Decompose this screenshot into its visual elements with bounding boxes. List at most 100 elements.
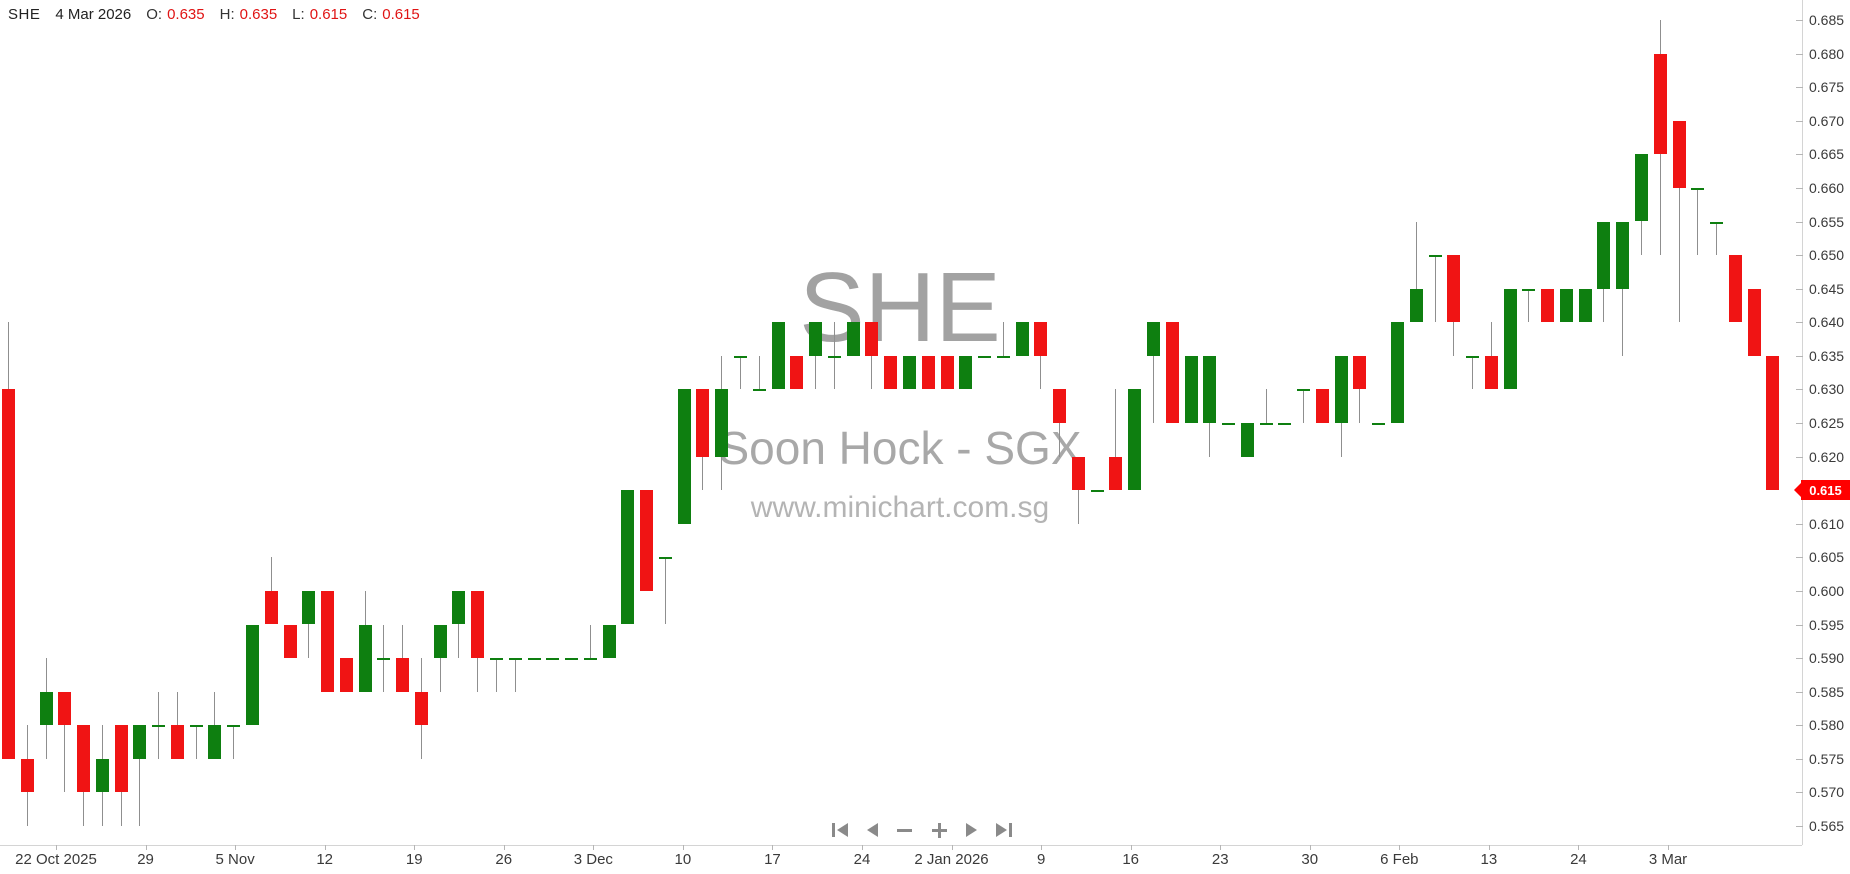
candle-body-up xyxy=(377,658,391,661)
price-tick-mark xyxy=(1796,523,1803,525)
candle-body-up xyxy=(827,355,841,358)
skip-to-end-button[interactable] xyxy=(994,821,1014,839)
date-tick-mark xyxy=(324,845,326,850)
price-tick-mark xyxy=(1796,792,1803,794)
watermark-url: www.minichart.com.sg xyxy=(750,491,1050,524)
candle-body-up xyxy=(546,658,560,661)
price-tick-mark xyxy=(1796,53,1803,55)
price-tick-mark xyxy=(1796,758,1803,760)
candle-body-up xyxy=(809,322,823,356)
step-back-button[interactable] xyxy=(865,821,880,839)
candle-body-up xyxy=(602,624,616,659)
candle-body-down xyxy=(1165,322,1179,423)
price-tick-label: 0.660 xyxy=(1809,179,1845,196)
quote-date: 4 Mar 2026 xyxy=(55,6,132,23)
candle-body-up xyxy=(771,322,785,390)
price-tick-label: 0.665 xyxy=(1809,146,1845,163)
price-tick-label: 0.585 xyxy=(1809,683,1845,700)
date-tick-label: 30 xyxy=(1301,851,1319,868)
candle-body-up xyxy=(752,389,766,392)
candle-body-down xyxy=(2,389,15,759)
skip-start-icon xyxy=(837,823,848,837)
candle-body-down xyxy=(1541,288,1555,323)
candle-wick xyxy=(214,691,216,759)
candle-body-up xyxy=(208,725,222,759)
field-value: 0.635 xyxy=(239,6,278,23)
candle-body-up xyxy=(959,355,973,390)
candle-wick xyxy=(1434,255,1436,323)
candle-body-down xyxy=(77,725,91,793)
price-tick-mark xyxy=(1796,423,1803,424)
candle-body-up xyxy=(1710,221,1724,224)
zoom-in-button[interactable] xyxy=(930,821,949,840)
candle-body-up xyxy=(978,355,992,358)
candle-wick xyxy=(1697,187,1699,256)
candle-wick xyxy=(1678,120,1680,323)
price-tick-mark xyxy=(1796,658,1803,660)
candle-wick xyxy=(589,624,591,659)
chart-nav-toolbar xyxy=(830,816,1014,844)
field-label: O: xyxy=(146,6,163,23)
field-value: 0.635 xyxy=(167,6,205,23)
date-tick-mark xyxy=(1130,845,1132,850)
date-tick-label: 23 xyxy=(1211,851,1229,868)
date-tick-mark xyxy=(1220,845,1222,850)
candle-wick xyxy=(1622,221,1624,356)
step-forward-button[interactable] xyxy=(964,821,979,839)
price-tick-mark xyxy=(1796,288,1803,290)
candle-body-up xyxy=(715,389,729,457)
candle-wick xyxy=(1059,389,1061,457)
candle-body-up xyxy=(1240,423,1254,457)
price-tick-label: 0.605 xyxy=(1809,549,1845,566)
candle-body-up xyxy=(1691,187,1705,190)
date-tick-mark xyxy=(593,845,595,850)
quote-field-c: C: 0.615 xyxy=(362,6,420,23)
candle-body-down xyxy=(1766,355,1780,491)
candle-wick xyxy=(1040,322,1042,390)
candle-body-down xyxy=(414,691,428,726)
candle-wick xyxy=(439,624,441,692)
price-tick-mark xyxy=(1796,322,1803,324)
candle-wick xyxy=(514,658,516,692)
price-tick-label: 0.570 xyxy=(1809,784,1845,801)
candle-body-down xyxy=(471,590,485,659)
date-tick-label: 6 Feb xyxy=(1380,851,1419,868)
candle-body-up xyxy=(1559,288,1573,323)
candle-body-down xyxy=(1747,288,1761,356)
price-tick-mark xyxy=(1796,20,1803,21)
candle-body-up xyxy=(1184,355,1198,423)
candle-body-down xyxy=(1109,456,1123,491)
date-tick-label: 16 xyxy=(1122,851,1139,868)
price-tick-mark xyxy=(1796,557,1803,559)
candle-body-up xyxy=(1634,154,1648,222)
price-tick-label: 0.625 xyxy=(1809,415,1845,431)
candle-wick xyxy=(1002,322,1004,356)
candle-body-up xyxy=(246,624,259,726)
date-tick-label: 24 xyxy=(1570,851,1587,868)
candle-body-down xyxy=(1672,120,1686,188)
candle-body-down xyxy=(940,355,954,390)
skip-to-start-button[interactable] xyxy=(830,821,850,839)
field-label: L: xyxy=(292,6,305,23)
price-tick-label: 0.575 xyxy=(1809,750,1845,767)
candle-wick xyxy=(195,725,197,759)
candle-wick xyxy=(758,355,760,390)
candle-wick xyxy=(1265,389,1267,423)
candle-body-up xyxy=(302,590,316,625)
candle-body-up xyxy=(1090,490,1104,493)
candle-body-up xyxy=(583,658,597,661)
date-tick-mark xyxy=(682,845,684,850)
date-tick-mark xyxy=(503,845,505,850)
candle-body-up xyxy=(1297,389,1311,392)
candle-body-down xyxy=(1653,53,1667,155)
date-tick-mark xyxy=(862,845,863,850)
date-tick-label: 19 xyxy=(405,851,423,868)
price-tick-mark xyxy=(1796,355,1803,357)
price-tick-label: 0.630 xyxy=(1809,381,1845,398)
date-tick-mark xyxy=(235,845,237,850)
candle-body-down xyxy=(339,658,353,692)
candle-body-up xyxy=(133,725,147,759)
candle-body-down xyxy=(1447,255,1461,323)
zoom-out-button[interactable] xyxy=(895,827,914,834)
candle-wick xyxy=(1359,355,1361,423)
